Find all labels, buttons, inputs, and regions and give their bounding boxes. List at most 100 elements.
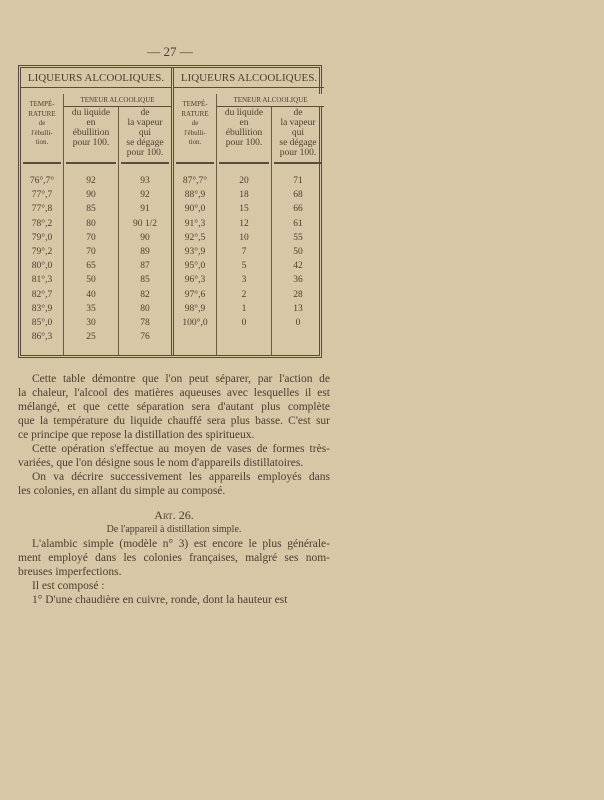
paragraph: Cette opération s'effectue au moyen de v…	[18, 442, 330, 470]
liquid-column-header-line: en	[239, 118, 249, 128]
table-cell: 68	[293, 190, 303, 201]
text-line: Il est composé :	[32, 580, 105, 592]
table-cell: 98°,9	[184, 303, 206, 314]
table-cell: 66	[293, 204, 303, 215]
table-cell: 42	[293, 261, 303, 272]
column-header: du liquide en ébullition pour 100.	[219, 94, 269, 164]
temperature-column: TEMPÉ- RATURE de l'ébulli-tion. 87°,7° 88°,9 9…	[174, 94, 217, 355]
table-cell: 86°,3	[31, 332, 53, 343]
table-cell: 92°,5	[184, 232, 206, 243]
text-line: la chaleur, l'alcool des matières aqueus…	[18, 387, 330, 399]
table-cell: 90°,0	[184, 204, 206, 215]
table-cell: 12	[239, 218, 249, 229]
table-cell: 3	[241, 275, 247, 286]
table-half-right: LIQUEURS ALCOOLIQUES. TENEUR ALCOOLIQUE TE…	[174, 68, 324, 355]
vapour-column-header-line: de	[293, 108, 303, 118]
table-cell: 85°,0	[31, 317, 53, 328]
table-cell: 92	[140, 190, 150, 201]
text-line: les colonies, en allant du simple au com…	[18, 485, 226, 497]
table-cell: 71	[293, 176, 303, 186]
text-line: Cette table démontre que l'on peut sépar…	[32, 373, 330, 385]
vapour-column: de la vapeur qui se dégage pour 100. 71 68 66 61…	[272, 94, 324, 355]
column-header: de la vapeur qui se dégage pour 100.	[121, 94, 169, 164]
table-cell: 91	[140, 204, 150, 215]
text-line: variées, que l'on désigne sous le nom d'…	[18, 457, 304, 469]
table-cell: 77°,8	[31, 204, 53, 215]
table-cell: 93	[140, 176, 150, 186]
table-cell: 25	[86, 332, 96, 343]
table-cell: 85	[140, 275, 150, 286]
column-header: TEMPÉ- RATURE de l'ébulli-tion.	[176, 94, 214, 164]
table-cell: 77°,7	[31, 190, 53, 201]
vapour-column-header-line: se dégage	[279, 138, 317, 148]
table-cell: 13	[293, 303, 303, 314]
table-cell: 36	[293, 275, 303, 286]
table-cell: 30	[86, 317, 96, 328]
table-cell: 1	[241, 303, 247, 314]
vapour-column-header-line: pour 100.	[126, 148, 164, 158]
liquid-column-header-line: du liquide	[224, 108, 264, 118]
table-cell: 28	[293, 289, 303, 300]
vapour-column-header-line: la vapeur	[127, 118, 163, 128]
vapour-column-header-line: pour 100.	[279, 148, 317, 158]
temperature-column-header-line: l'ébulli-	[31, 128, 53, 137]
table-cell: 90	[86, 190, 96, 201]
column-values: 93 92 91 90 1/2 90 89 87 85 82 80 78 76	[119, 164, 171, 344]
table-cell: 50	[293, 246, 303, 257]
column-values: 92 90 85 80 70 70 65 50 40 35 30 25	[64, 164, 118, 344]
column-header: de la vapeur qui se dégage pour 100.	[274, 94, 322, 164]
table-cell: 78°,2	[31, 218, 53, 229]
vapour-column-header-line: se dégage	[126, 138, 164, 148]
text-line: mélangé, et que cette séparation sera d'…	[18, 401, 330, 413]
vapour-column: de la vapeur qui se dégage pour 100. 93 92 91 90…	[119, 94, 171, 355]
table-cell: 81°,3	[31, 275, 53, 286]
table-cell: 91°,3	[184, 218, 206, 229]
column-values: 87°,7° 88°,9 90°,0 91°,3 92°,5 93°,9 95°,0 96°,…	[174, 164, 216, 330]
temperature-column-header-line: RATURE	[181, 109, 209, 118]
table-cell: 89	[140, 246, 150, 257]
temperature-column-header-line: TEMPÉ-	[182, 100, 208, 108]
alcohol-table: LIQUEURS ALCOOLIQUES. TENEUR ALCOOLIQUE TE…	[18, 65, 324, 358]
paragraph: L'alambic simple (modèle n° 3) est encor…	[18, 537, 330, 579]
column-header: TEMPÉ- RATURE de l'ébulli-tion.	[23, 94, 61, 164]
liquid-column-header-line: en	[86, 118, 96, 128]
paragraph: Cette table démontre que l'on peut sépar…	[18, 372, 330, 442]
text-line: L'alambic simple (modèle n° 3) est encor…	[32, 538, 330, 550]
table-title: LIQUEURS ALCOOLIQUES.	[21, 72, 171, 88]
paragraph: On va décrire successivement les apparei…	[18, 470, 330, 498]
table-cell: 80	[140, 303, 150, 314]
table-cell: 83°,9	[31, 303, 53, 314]
text-line: ment employé dans les colonies française…	[18, 552, 330, 564]
table-cell: 79°,0	[31, 232, 53, 243]
temperature-column-header-line: de	[38, 119, 46, 127]
table-cell: 92	[86, 176, 96, 186]
table-cell: 0	[295, 317, 301, 328]
article-subheading: De l'appareil à distillation simple.	[106, 524, 242, 535]
table-cell: 76	[140, 332, 150, 343]
table-cell: 90	[140, 232, 150, 243]
table-cell: 55	[293, 232, 303, 243]
table-cell: 100°,0	[182, 317, 208, 328]
table-cell: 82°,7	[31, 289, 53, 300]
table-cell: 10	[239, 232, 249, 243]
table-cell: 95°,0	[184, 261, 206, 272]
table-cell: 97°,6	[184, 289, 206, 300]
liquid-column-header-line: ébullition	[72, 128, 110, 138]
table-cell: 5	[241, 261, 247, 272]
table-cell: 0	[241, 317, 247, 328]
liquid-column-header-line: pour 100.	[72, 138, 110, 148]
table-title: LIQUEURS ALCOOLIQUES.	[174, 72, 324, 88]
vapour-column-header-line: la vapeur	[280, 118, 316, 128]
body-text-intro: Cette table démontre que l'on peut sépar…	[18, 372, 330, 498]
liquid-column-header-line: pour 100.	[225, 138, 263, 148]
column-header: du liquide en ébullition pour 100.	[66, 94, 116, 164]
table-cell: 35	[86, 303, 96, 314]
table-cell: 90 1/2	[132, 218, 157, 229]
table-cell: 82	[140, 289, 150, 300]
table-cell: 15	[239, 204, 249, 215]
table-cell: 18	[239, 190, 249, 201]
liquid-column-header-line: du liquide	[71, 108, 111, 118]
table-cell: 7	[241, 246, 247, 257]
temperature-column-header-line: TEMPÉ-	[29, 100, 55, 108]
temperature-column-header-line: de	[191, 119, 199, 127]
